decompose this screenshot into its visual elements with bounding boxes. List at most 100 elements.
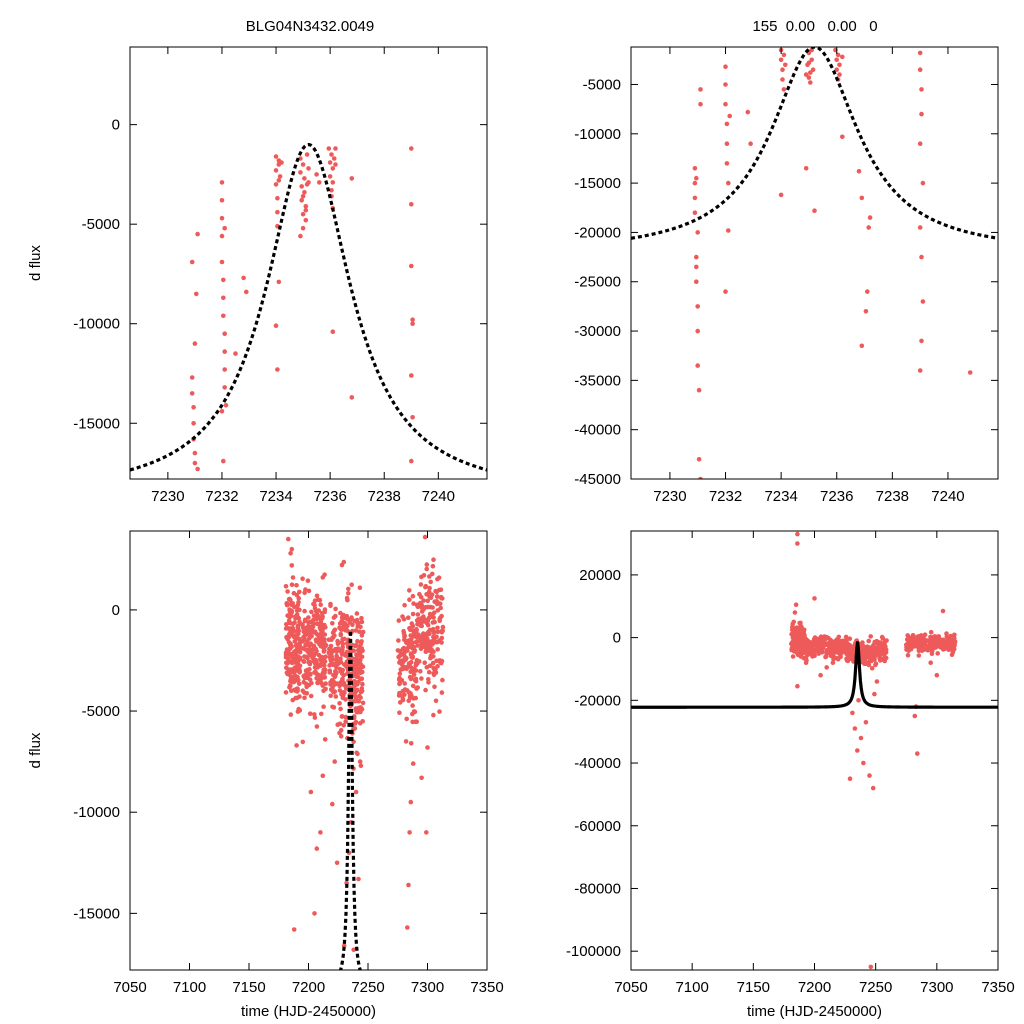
data-point xyxy=(407,674,413,680)
data-point xyxy=(297,589,302,595)
data-points xyxy=(283,531,446,953)
data-point xyxy=(293,665,299,670)
data-point xyxy=(868,964,874,970)
data-point xyxy=(402,687,408,692)
data-point xyxy=(276,178,282,183)
data-point xyxy=(406,698,412,703)
data-point xyxy=(437,659,443,665)
data-point xyxy=(410,623,416,629)
data-point xyxy=(435,576,440,582)
data-point xyxy=(435,647,441,652)
data-point xyxy=(873,662,878,668)
data-point xyxy=(410,640,415,646)
data-point xyxy=(334,665,339,670)
data-point xyxy=(396,693,402,698)
x-tick-label: 7240 xyxy=(931,488,964,505)
data-point xyxy=(806,75,812,80)
data-point xyxy=(930,643,936,648)
data-point xyxy=(867,773,872,778)
data-point xyxy=(396,618,402,623)
data-point xyxy=(284,622,289,627)
data-point xyxy=(332,759,338,764)
data-point xyxy=(847,636,853,641)
data-point xyxy=(410,593,416,599)
data-point xyxy=(191,421,196,426)
data-point xyxy=(328,652,334,657)
data-point xyxy=(919,254,924,260)
data-point xyxy=(357,585,363,590)
data-point xyxy=(793,602,799,607)
data-point xyxy=(795,541,800,546)
data-point xyxy=(852,726,858,731)
data-point xyxy=(289,601,294,606)
y-tick-label: -5000 xyxy=(583,76,621,93)
data-point xyxy=(694,264,699,270)
data-point xyxy=(323,681,329,686)
data-point xyxy=(409,263,414,269)
data-point xyxy=(408,669,414,674)
data-point xyxy=(356,698,362,704)
data-point xyxy=(351,947,357,953)
data-point xyxy=(432,684,437,690)
data-point xyxy=(308,693,314,699)
panel-top-right: -5000 -10000 -15000 -20000 -25000 -30000 -3500… xyxy=(574,46,999,505)
data-point xyxy=(295,602,301,608)
data-point xyxy=(297,656,303,662)
data-point xyxy=(300,211,306,217)
data-point xyxy=(302,617,308,623)
data-point xyxy=(437,709,442,714)
data-point xyxy=(287,620,293,626)
data-point xyxy=(860,643,865,649)
data-point xyxy=(415,643,421,648)
data-point xyxy=(917,67,923,72)
data-point xyxy=(331,156,337,161)
data-point xyxy=(397,671,403,676)
data-point xyxy=(287,596,292,602)
data-point xyxy=(692,195,698,201)
data-point xyxy=(397,676,403,681)
data-point xyxy=(303,207,309,213)
x-tick-label: 7050 xyxy=(614,979,647,996)
data-point xyxy=(407,597,412,602)
data-point xyxy=(276,279,282,285)
data-point xyxy=(275,196,280,201)
data-point xyxy=(870,785,876,791)
data-point xyxy=(424,830,429,835)
data-point xyxy=(297,670,302,675)
data-point xyxy=(318,641,323,646)
data-point xyxy=(417,591,422,597)
data-point xyxy=(330,635,335,640)
data-point xyxy=(292,639,298,644)
data-point xyxy=(790,654,796,659)
data-point xyxy=(221,295,226,301)
data-point xyxy=(313,646,319,652)
data-point xyxy=(430,639,435,644)
data-point xyxy=(223,403,229,408)
data-point xyxy=(934,672,940,678)
data-point xyxy=(920,180,926,186)
data-point xyxy=(359,615,364,621)
data-point xyxy=(292,687,297,693)
data-point xyxy=(334,860,340,866)
data-point xyxy=(332,674,338,680)
x-tick-label: 7300 xyxy=(920,979,953,996)
data-point xyxy=(795,651,801,656)
data-point xyxy=(189,391,195,396)
data-point xyxy=(222,225,227,231)
data-point xyxy=(333,606,338,612)
data-point xyxy=(341,616,347,621)
data-point xyxy=(294,583,299,588)
data-point xyxy=(222,349,227,354)
data-point xyxy=(349,582,355,587)
x-tick-label: 7234 xyxy=(259,488,292,505)
data-point xyxy=(864,646,870,651)
data-point xyxy=(345,616,350,622)
data-point xyxy=(813,638,819,643)
data-point xyxy=(331,680,337,685)
data-point xyxy=(327,174,333,179)
data-point xyxy=(403,739,409,744)
data-point xyxy=(339,714,345,719)
data-point xyxy=(413,695,419,701)
data-point xyxy=(337,666,343,672)
